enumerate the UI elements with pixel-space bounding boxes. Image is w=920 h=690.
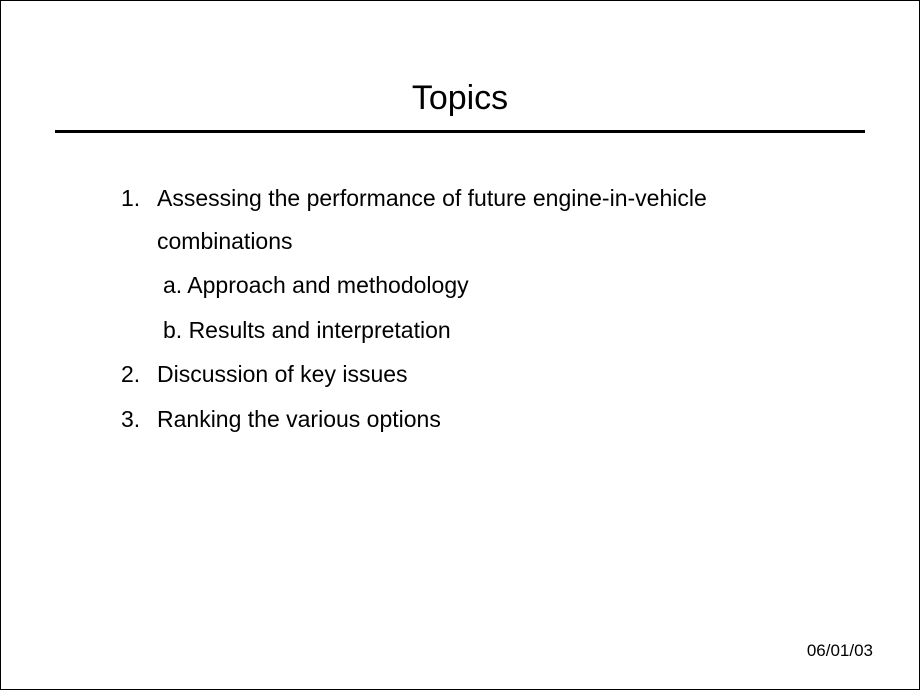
topic-item-3: 3. Ranking the various options [121,398,799,441]
topic-subitem-1b: b. Results and interpretation [121,309,799,352]
topic-number: 1. [121,177,157,262]
topic-text: Ranking the various options [157,398,799,441]
topic-number: 3. [121,398,157,441]
slide-title: Topics [1,1,919,130]
topic-item-2: 2. Discussion of key issues [121,353,799,396]
subitem-text: a. Approach and methodology [163,264,799,307]
date-footer: 06/01/03 [807,641,873,661]
subitem-text: b. Results and interpretation [163,309,799,352]
slide-container: Topics 1. Assessing the performance of f… [1,1,919,689]
content-area: 1. Assessing the performance of future e… [1,133,919,440]
topic-number: 2. [121,353,157,396]
topic-text: Discussion of key issues [157,353,799,396]
topic-text: Assessing the performance of future engi… [157,177,799,262]
topic-item-1: 1. Assessing the performance of future e… [121,177,799,262]
topic-subitem-1a: a. Approach and methodology [121,264,799,307]
